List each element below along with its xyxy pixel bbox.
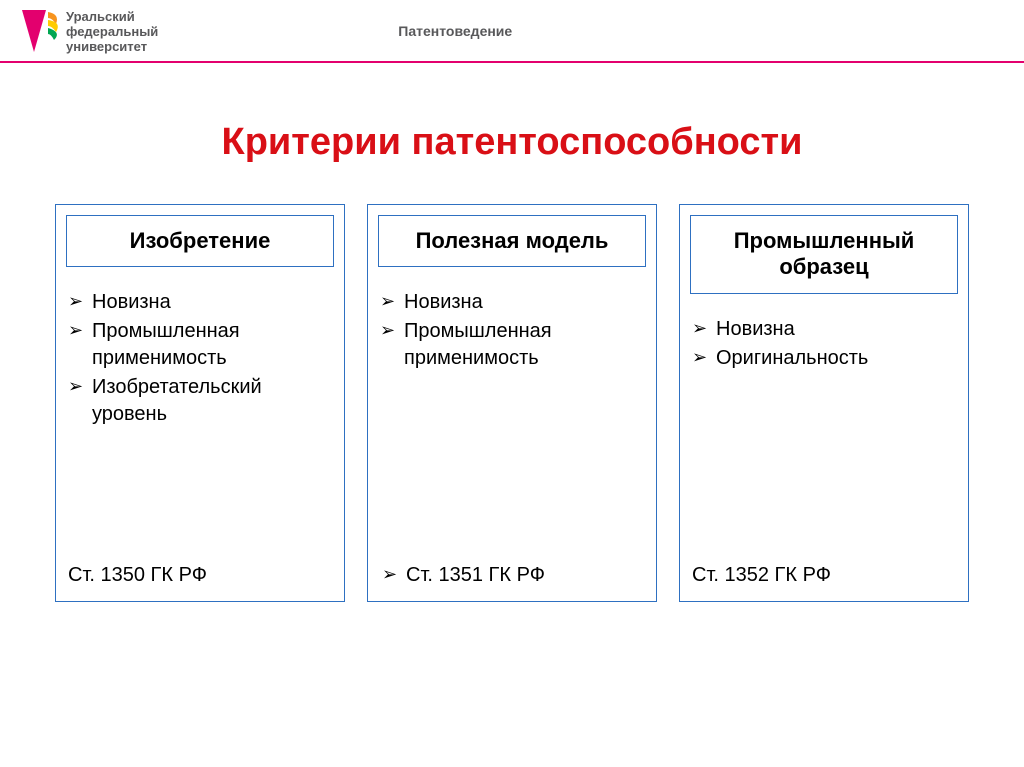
list-item: Новизна bbox=[690, 316, 952, 343]
university-logo: Уральский федеральный университет bbox=[20, 8, 158, 55]
logo-line: федеральный bbox=[66, 25, 158, 40]
list-item: Промышленная применимость bbox=[66, 318, 328, 372]
list-item: Изобретательский уровень bbox=[66, 374, 328, 428]
card-title: Изобретение bbox=[66, 215, 334, 267]
list-item: Новизна bbox=[66, 289, 328, 316]
slide-header: Уральский федеральный университет Патент… bbox=[0, 0, 1024, 61]
list-item: Оригинальность bbox=[690, 345, 952, 372]
criteria-list: Новизна Оригинальность bbox=[690, 316, 958, 554]
slide-title: Критерии патентоспособности bbox=[0, 121, 1024, 164]
law-reference: Ст. 1352 ГК РФ bbox=[690, 564, 958, 587]
logo-line: Уральский bbox=[66, 10, 158, 25]
logo-text: Уральский федеральный университет bbox=[66, 8, 158, 55]
list-item: Промышленная применимость bbox=[378, 318, 640, 372]
list-item: Новизна bbox=[378, 289, 640, 316]
card-industrial-design: Промышленный образец Новизна Оригинально… bbox=[679, 204, 969, 602]
card-title: Промышленный образец bbox=[690, 215, 958, 294]
law-reference: Ст. 1351 ГК РФ bbox=[378, 564, 646, 587]
cards-row: Изобретение Новизна Промышленная примени… bbox=[0, 204, 1024, 602]
criteria-list: Новизна Промышленная применимость bbox=[378, 289, 646, 554]
logo-line: университет bbox=[66, 40, 158, 55]
logo-icon bbox=[20, 8, 60, 54]
course-subject: Патентоведение bbox=[398, 23, 512, 39]
header-divider bbox=[0, 61, 1024, 63]
law-reference: Ст. 1350 ГК РФ bbox=[66, 564, 334, 587]
card-title: Полезная модель bbox=[378, 215, 646, 267]
card-utility-model: Полезная модель Новизна Промышленная при… bbox=[367, 204, 657, 602]
criteria-list: Новизна Промышленная применимость Изобре… bbox=[66, 289, 334, 554]
card-invention: Изобретение Новизна Промышленная примени… bbox=[55, 204, 345, 602]
